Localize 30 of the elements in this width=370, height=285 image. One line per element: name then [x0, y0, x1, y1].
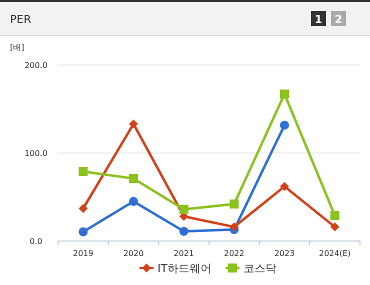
point: [179, 204, 188, 214]
text: 2: [334, 13, 342, 26]
point: [330, 222, 340, 232]
point: [230, 200, 239, 209]
text: 1: [314, 13, 322, 26]
x-tick-label: 2020: [123, 249, 144, 258]
x-tick-label: 2023: [274, 249, 295, 258]
point: [280, 90, 289, 99]
y-tick-label: 200.0: [24, 61, 48, 70]
point: [78, 204, 88, 213]
legend-label: 코스닥: [244, 262, 276, 275]
point: [78, 227, 88, 236]
x-tick-label: 2021: [174, 249, 194, 258]
legend-label: IT하드웨어: [158, 262, 212, 275]
point: [179, 226, 188, 236]
point: [230, 222, 239, 232]
point: [129, 196, 138, 206]
x-tick-label: 2019: [72, 249, 94, 258]
y-tick-label: 100.0: [24, 149, 48, 158]
point: [78, 166, 88, 176]
chart-title: PER: [10, 13, 32, 26]
x-tick-label: 2022: [224, 249, 244, 258]
x-tick-label: 2024(E): [319, 249, 351, 258]
point: [129, 174, 138, 184]
y-tick-label: 0.0: [30, 237, 42, 246]
point: [330, 210, 340, 220]
point: [280, 182, 289, 191]
y-axis-title: [배]: [10, 43, 24, 52]
point: [129, 119, 138, 128]
point: [280, 120, 289, 130]
